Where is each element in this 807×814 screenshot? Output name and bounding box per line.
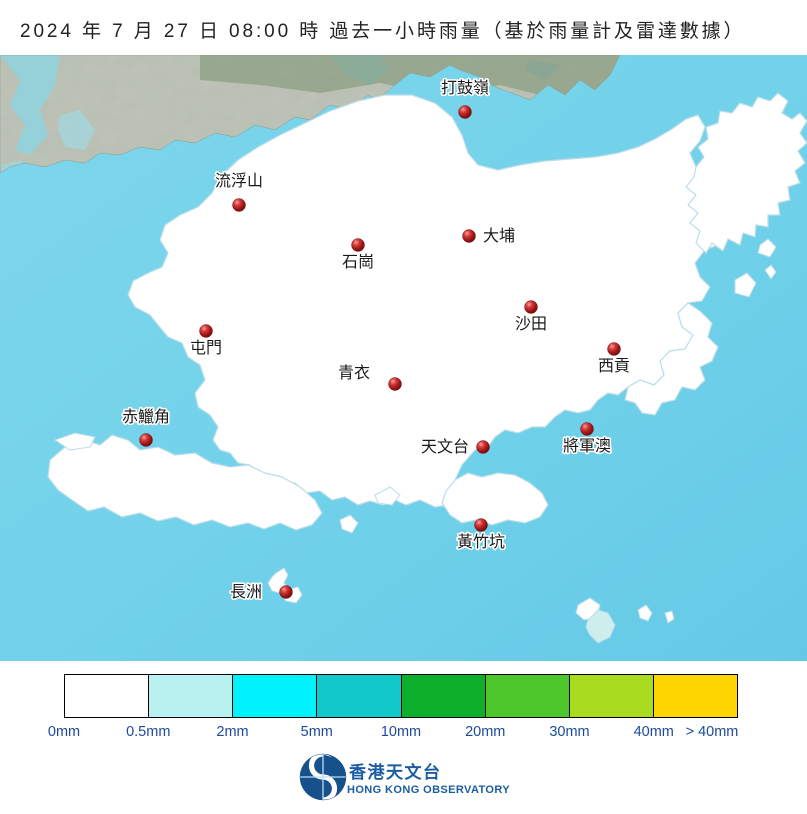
svg-text:黃竹坑: 黃竹坑: [457, 533, 505, 551]
svg-text:HONG KONG OBSERVATORY: HONG KONG OBSERVATORY: [347, 784, 510, 796]
svg-text:沙田: 沙田: [515, 316, 547, 333]
svg-text:流浮山: 流浮山: [215, 172, 263, 190]
svg-text:屯門: 屯門: [190, 339, 222, 357]
svg-text:赤鱲角: 赤鱲角: [122, 408, 170, 426]
svg-text:將軍澳: 將軍澳: [563, 437, 611, 455]
svg-text:大埔: 大埔: [483, 227, 515, 245]
svg-text:青衣: 青衣: [338, 364, 370, 382]
svg-text:長洲: 長洲: [230, 583, 262, 601]
svg-text:西貢: 西貢: [598, 358, 630, 375]
svg-text:香港天文台: 香港天文台: [349, 762, 442, 782]
svg-text:打鼓嶺: 打鼓嶺: [441, 79, 489, 97]
svg-text:石崗: 石崗: [342, 253, 374, 271]
svg-text:天文台: 天文台: [421, 438, 469, 456]
